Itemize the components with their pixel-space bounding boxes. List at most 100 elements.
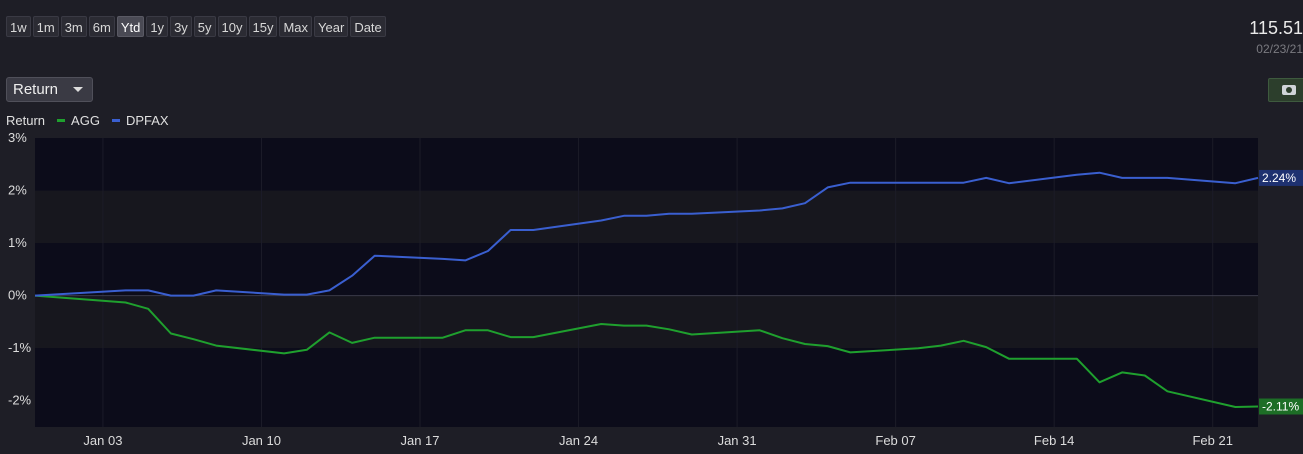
data-point-agg[interactable]: [667, 327, 672, 332]
data-point-agg[interactable]: [485, 328, 490, 333]
range-button-15y[interactable]: 15y: [248, 16, 278, 37]
data-point-dpfax[interactable]: [825, 185, 830, 190]
data-point-dpfax[interactable]: [1097, 170, 1102, 175]
data-point-dpfax[interactable]: [463, 258, 468, 263]
data-point-agg[interactable]: [1233, 405, 1238, 410]
data-point-agg[interactable]: [1006, 356, 1011, 361]
data-point-dpfax[interactable]: [350, 273, 355, 278]
data-point-agg[interactable]: [327, 330, 332, 335]
data-point-dpfax[interactable]: [803, 201, 808, 206]
data-point-dpfax[interactable]: [531, 227, 536, 232]
range-button-10y[interactable]: 10y: [217, 16, 247, 37]
y-tick-label: 3%: [8, 130, 27, 145]
data-point-agg[interactable]: [1097, 380, 1102, 385]
metric-dropdown[interactable]: Return: [6, 77, 93, 102]
data-point-agg[interactable]: [214, 343, 219, 348]
data-point-dpfax[interactable]: [644, 213, 649, 218]
data-point-agg[interactable]: [984, 345, 989, 350]
data-point-agg[interactable]: [644, 323, 649, 328]
data-point-dpfax[interactable]: [961, 180, 966, 185]
range-button-ytd[interactable]: Ytd: [116, 16, 145, 37]
data-point-dpfax[interactable]: [780, 206, 785, 211]
data-point-dpfax[interactable]: [214, 288, 219, 293]
data-point-dpfax[interactable]: [1074, 172, 1079, 177]
data-point-agg[interactable]: [689, 332, 694, 337]
data-point-agg[interactable]: [350, 340, 355, 345]
data-point-dpfax[interactable]: [599, 218, 604, 223]
y-tick-label: 1%: [8, 235, 27, 250]
data-point-dpfax[interactable]: [916, 180, 921, 185]
data-point-dpfax[interactable]: [1165, 175, 1170, 180]
data-point-dpfax[interactable]: [757, 208, 762, 213]
data-point-agg[interactable]: [1142, 373, 1147, 378]
data-point-dpfax[interactable]: [1142, 175, 1147, 180]
data-point-dpfax[interactable]: [621, 213, 626, 218]
data-point-dpfax[interactable]: [191, 293, 196, 298]
range-button-1w[interactable]: 1w: [6, 16, 31, 37]
data-point-agg[interactable]: [146, 306, 151, 311]
data-point-dpfax[interactable]: [304, 292, 309, 297]
data-point-agg[interactable]: [961, 338, 966, 343]
range-button-year[interactable]: Year: [314, 16, 349, 37]
data-point-agg[interactable]: [1074, 356, 1079, 361]
data-point-dpfax[interactable]: [372, 253, 377, 258]
data-point-agg[interactable]: [531, 335, 536, 340]
data-point-agg[interactable]: [168, 331, 173, 336]
data-point-agg[interactable]: [304, 347, 309, 352]
data-point-agg[interactable]: [1165, 389, 1170, 394]
data-point-dpfax[interactable]: [1120, 175, 1125, 180]
data-point-agg[interactable]: [916, 346, 921, 351]
data-point-agg[interactable]: [803, 341, 808, 346]
data-point-agg[interactable]: [938, 343, 943, 348]
data-point-dpfax[interactable]: [689, 211, 694, 216]
range-button-max[interactable]: Max: [279, 16, 313, 37]
data-point-agg[interactable]: [463, 328, 468, 333]
data-point-dpfax[interactable]: [508, 227, 513, 232]
data-point-dpfax[interactable]: [282, 292, 287, 297]
data-point-dpfax[interactable]: [848, 180, 853, 185]
data-point-dpfax[interactable]: [485, 248, 490, 253]
x-tick-label: Jan 24: [559, 433, 598, 448]
range-button-3m[interactable]: 3m: [60, 16, 87, 37]
data-point-agg[interactable]: [848, 350, 853, 355]
data-point-agg[interactable]: [599, 322, 604, 327]
data-point-dpfax[interactable]: [123, 288, 128, 293]
x-tick-label: Feb 07: [875, 433, 915, 448]
x-tick-label: Feb 14: [1034, 433, 1074, 448]
data-point-agg[interactable]: [282, 351, 287, 356]
snapshot-button[interactable]: [1268, 78, 1303, 102]
data-point-dpfax[interactable]: [33, 293, 38, 298]
data-point-agg[interactable]: [621, 323, 626, 328]
data-point-dpfax[interactable]: [667, 211, 672, 216]
return-chart[interactable]: 3% 2% 1% 0% -1% -2% Jan 03 Jan 10 Jan 17 Jan 24 Ja…: [0, 130, 1303, 454]
range-button-6m[interactable]: 6m: [88, 16, 115, 37]
data-point-dpfax[interactable]: [440, 256, 445, 261]
legend-item-agg[interactable]: AGG: [57, 113, 100, 128]
data-point-agg[interactable]: [123, 300, 128, 305]
data-point-agg[interactable]: [191, 337, 196, 342]
data-point-dpfax[interactable]: [168, 293, 173, 298]
plot-band: [35, 295, 1258, 349]
range-button-1m[interactable]: 1m: [32, 16, 59, 37]
series-line-agg[interactable]: [34, 294, 1259, 408]
data-point-dpfax[interactable]: [984, 175, 989, 180]
range-button-5y[interactable]: 5y: [193, 16, 216, 37]
data-point-agg[interactable]: [1120, 370, 1125, 375]
data-point-agg[interactable]: [757, 328, 762, 333]
data-point-agg[interactable]: [825, 344, 830, 349]
data-point-dpfax[interactable]: [1233, 181, 1238, 186]
range-button-date[interactable]: Date: [350, 16, 386, 37]
range-selector: 1w 1m 3m 6m Ytd 1y 3y 5y 10y 15y Max Year Date: [6, 16, 386, 37]
data-point-agg[interactable]: [372, 335, 377, 340]
series-line-dpfax[interactable]: [34, 171, 1259, 297]
data-point-dpfax[interactable]: [1006, 181, 1011, 186]
range-button-1y[interactable]: 1y: [146, 16, 169, 37]
range-button-3y[interactable]: 3y: [170, 16, 192, 37]
data-point-agg[interactable]: [780, 336, 785, 341]
legend-item-dpfax[interactable]: DPFAX: [111, 113, 169, 128]
data-point-dpfax[interactable]: [146, 288, 151, 293]
data-point-dpfax[interactable]: [938, 180, 943, 185]
data-point-agg[interactable]: [440, 335, 445, 340]
data-point-agg[interactable]: [508, 335, 513, 340]
data-point-dpfax[interactable]: [327, 288, 332, 293]
